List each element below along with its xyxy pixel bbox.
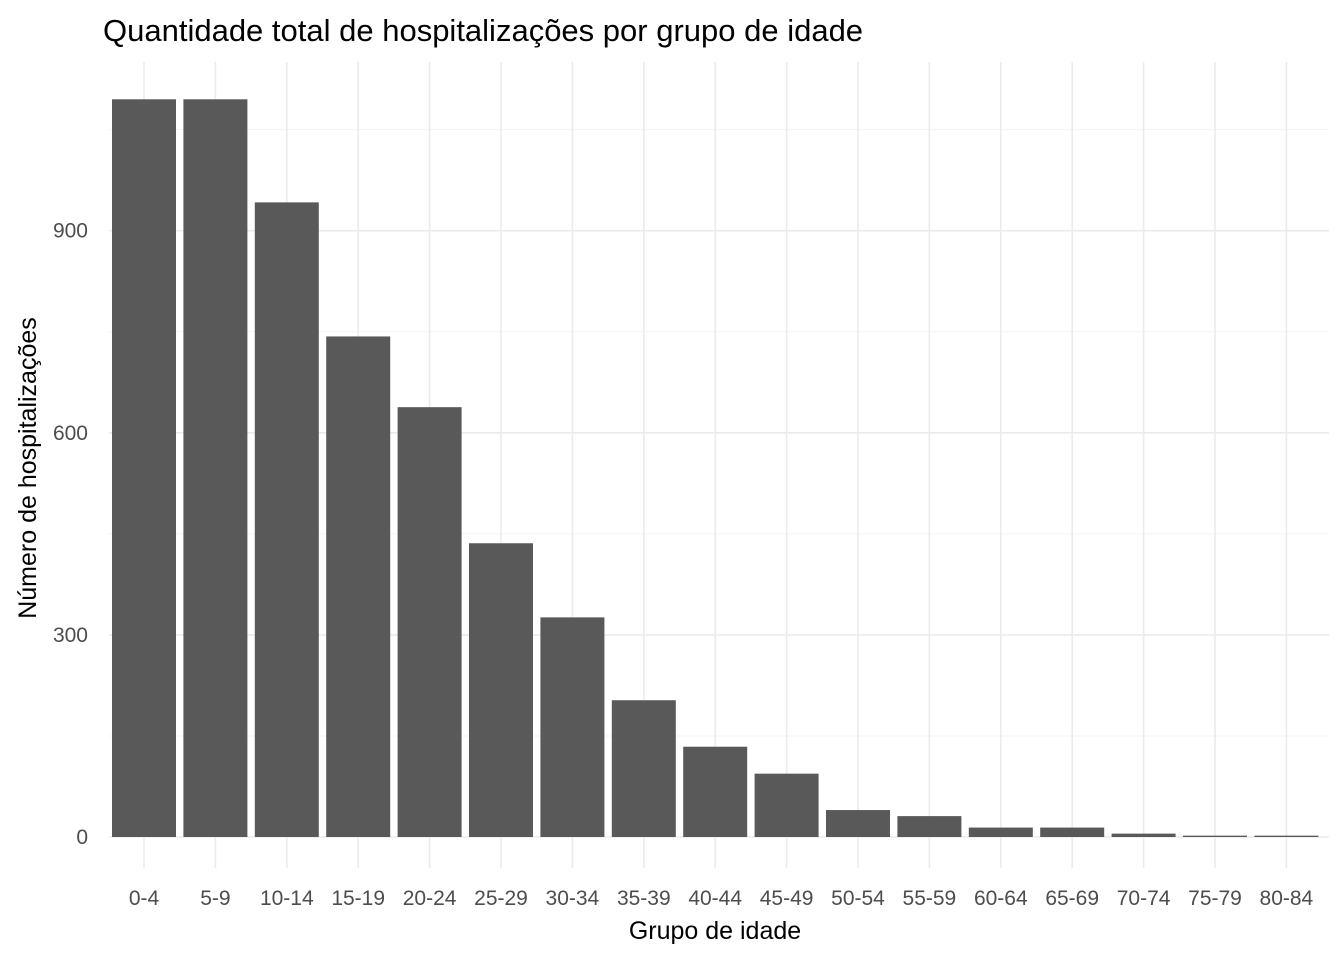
bar-5-9 (183, 99, 248, 837)
bar-70-74 (1111, 833, 1176, 837)
x-tick-label: 25-29 (474, 887, 528, 910)
x-tick-label: 60-64 (974, 887, 1028, 910)
bar-10-14 (254, 202, 319, 837)
bar-30-34 (540, 617, 605, 837)
bar-0-4 (112, 99, 176, 837)
bar-15-19 (326, 336, 391, 837)
y-tick-label: 300 (53, 624, 88, 647)
x-tick-label: 30-34 (546, 887, 600, 910)
x-tick-label: 80-84 (1260, 887, 1314, 910)
x-tick-label: 5-9 (200, 887, 230, 910)
bar-55-59 (897, 816, 962, 837)
y-tick-label: 600 (53, 422, 88, 445)
bar-75-79 (1183, 835, 1247, 837)
bar-25-29 (469, 543, 533, 837)
y-tick-label: 900 (53, 220, 88, 243)
x-tick-label: 35-39 (617, 887, 671, 910)
bar-20-24 (397, 407, 462, 837)
bar-45-49 (754, 773, 819, 837)
x-tick-label: 75-79 (1188, 887, 1242, 910)
bar-60-64 (968, 827, 1033, 837)
x-tick-label: 55-59 (903, 887, 957, 910)
bars (112, 99, 1319, 837)
x-tick-label: 45-49 (760, 887, 814, 910)
bar-80-84 (1254, 835, 1319, 837)
y-axis-ticks: 0 300 600 900 (53, 220, 88, 849)
x-tick-label: 0-4 (129, 887, 160, 910)
x-axis-title: Grupo de idade (629, 917, 801, 945)
bar-50-54 (826, 810, 890, 837)
y-tick-label: 0 (76, 826, 88, 849)
bar-40-44 (683, 746, 748, 837)
x-axis-ticks: 0-4 5-9 10-14 15-19 20-24 25-29 30-34 35-39 40-4… (129, 887, 1314, 910)
chart-title: Quantidade total de hospitalizações por … (103, 13, 863, 48)
bar-35-39 (611, 700, 676, 837)
x-tick-label: 15-19 (331, 887, 385, 910)
x-tick-label: 65-69 (1045, 887, 1099, 910)
y-axis-title: Número de hospitalizações (14, 317, 42, 619)
x-tick-label: 40-44 (688, 887, 742, 910)
x-tick-label: 20-24 (403, 887, 457, 910)
x-tick-label: 70-74 (1117, 887, 1171, 910)
x-tick-label: 50-54 (831, 887, 885, 910)
x-tick-label: 10-14 (260, 887, 314, 910)
bar-65-69 (1040, 827, 1105, 837)
